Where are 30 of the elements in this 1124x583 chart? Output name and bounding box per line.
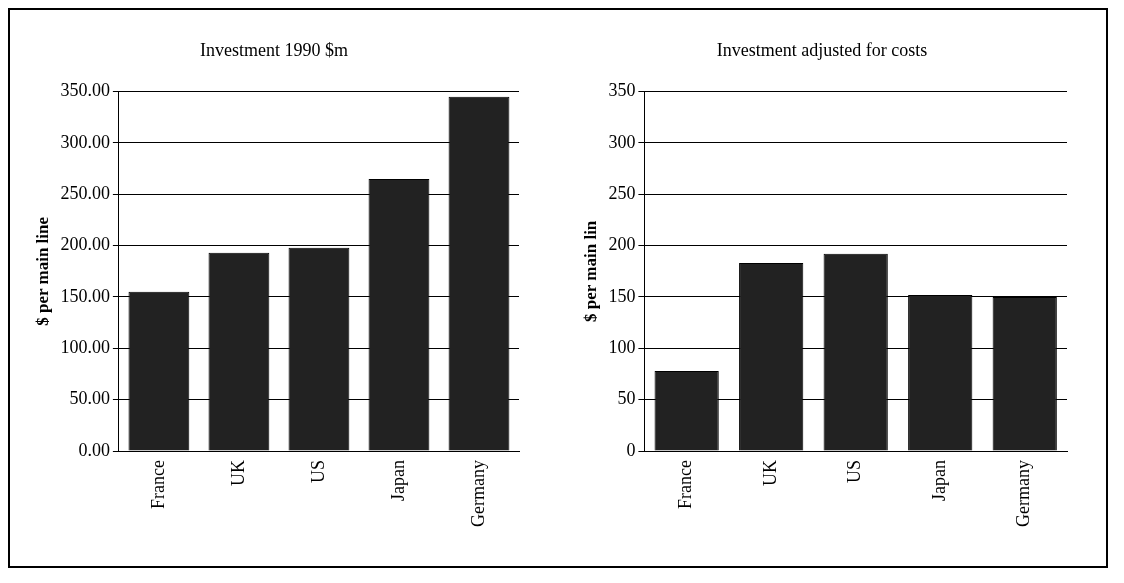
y-tick-label: 200.00 bbox=[60, 234, 110, 255]
y-axis-title: $ per main lin bbox=[580, 220, 600, 322]
x-tick-label: UK bbox=[227, 460, 248, 487]
chart-title: Investment 1990 $m bbox=[200, 39, 348, 60]
y-tick-label: 150 bbox=[608, 285, 636, 306]
y-tick-label: 250.00 bbox=[60, 183, 110, 204]
y-tick-label: 100 bbox=[608, 337, 636, 358]
y-tick-label: 350.00 bbox=[60, 80, 110, 101]
y-tick-label: 300.00 bbox=[60, 131, 110, 152]
x-tick-label: Germany bbox=[1013, 460, 1034, 528]
y-tick-label: 0 bbox=[626, 439, 636, 460]
x-tick-label: Germany bbox=[467, 460, 488, 528]
x-tick-label: France bbox=[147, 460, 168, 510]
x-tick-label: UK bbox=[759, 460, 780, 487]
y-tick-label: 200 bbox=[608, 234, 636, 255]
y-tick-label: 300 bbox=[608, 131, 636, 152]
y-tick-label: 150.00 bbox=[60, 285, 110, 306]
y-tick-label: 0.00 bbox=[78, 439, 110, 460]
y-tick-label: 350 bbox=[608, 80, 636, 101]
y-tick-label: 50 bbox=[617, 388, 636, 409]
x-tick-label: Japan bbox=[928, 460, 949, 502]
y-tick-label: 100.00 bbox=[60, 337, 110, 358]
y-tick-label: 250 bbox=[608, 183, 636, 204]
x-tick-label: US bbox=[844, 460, 865, 484]
x-tick-label: France bbox=[675, 460, 696, 510]
chart-title: Investment adjusted for costs bbox=[716, 39, 928, 60]
x-tick-label: US bbox=[307, 460, 328, 484]
x-tick-label: Japan bbox=[387, 460, 408, 502]
y-axis-title: $ per main line bbox=[32, 216, 52, 326]
y-tick-label: 50.00 bbox=[69, 388, 110, 409]
